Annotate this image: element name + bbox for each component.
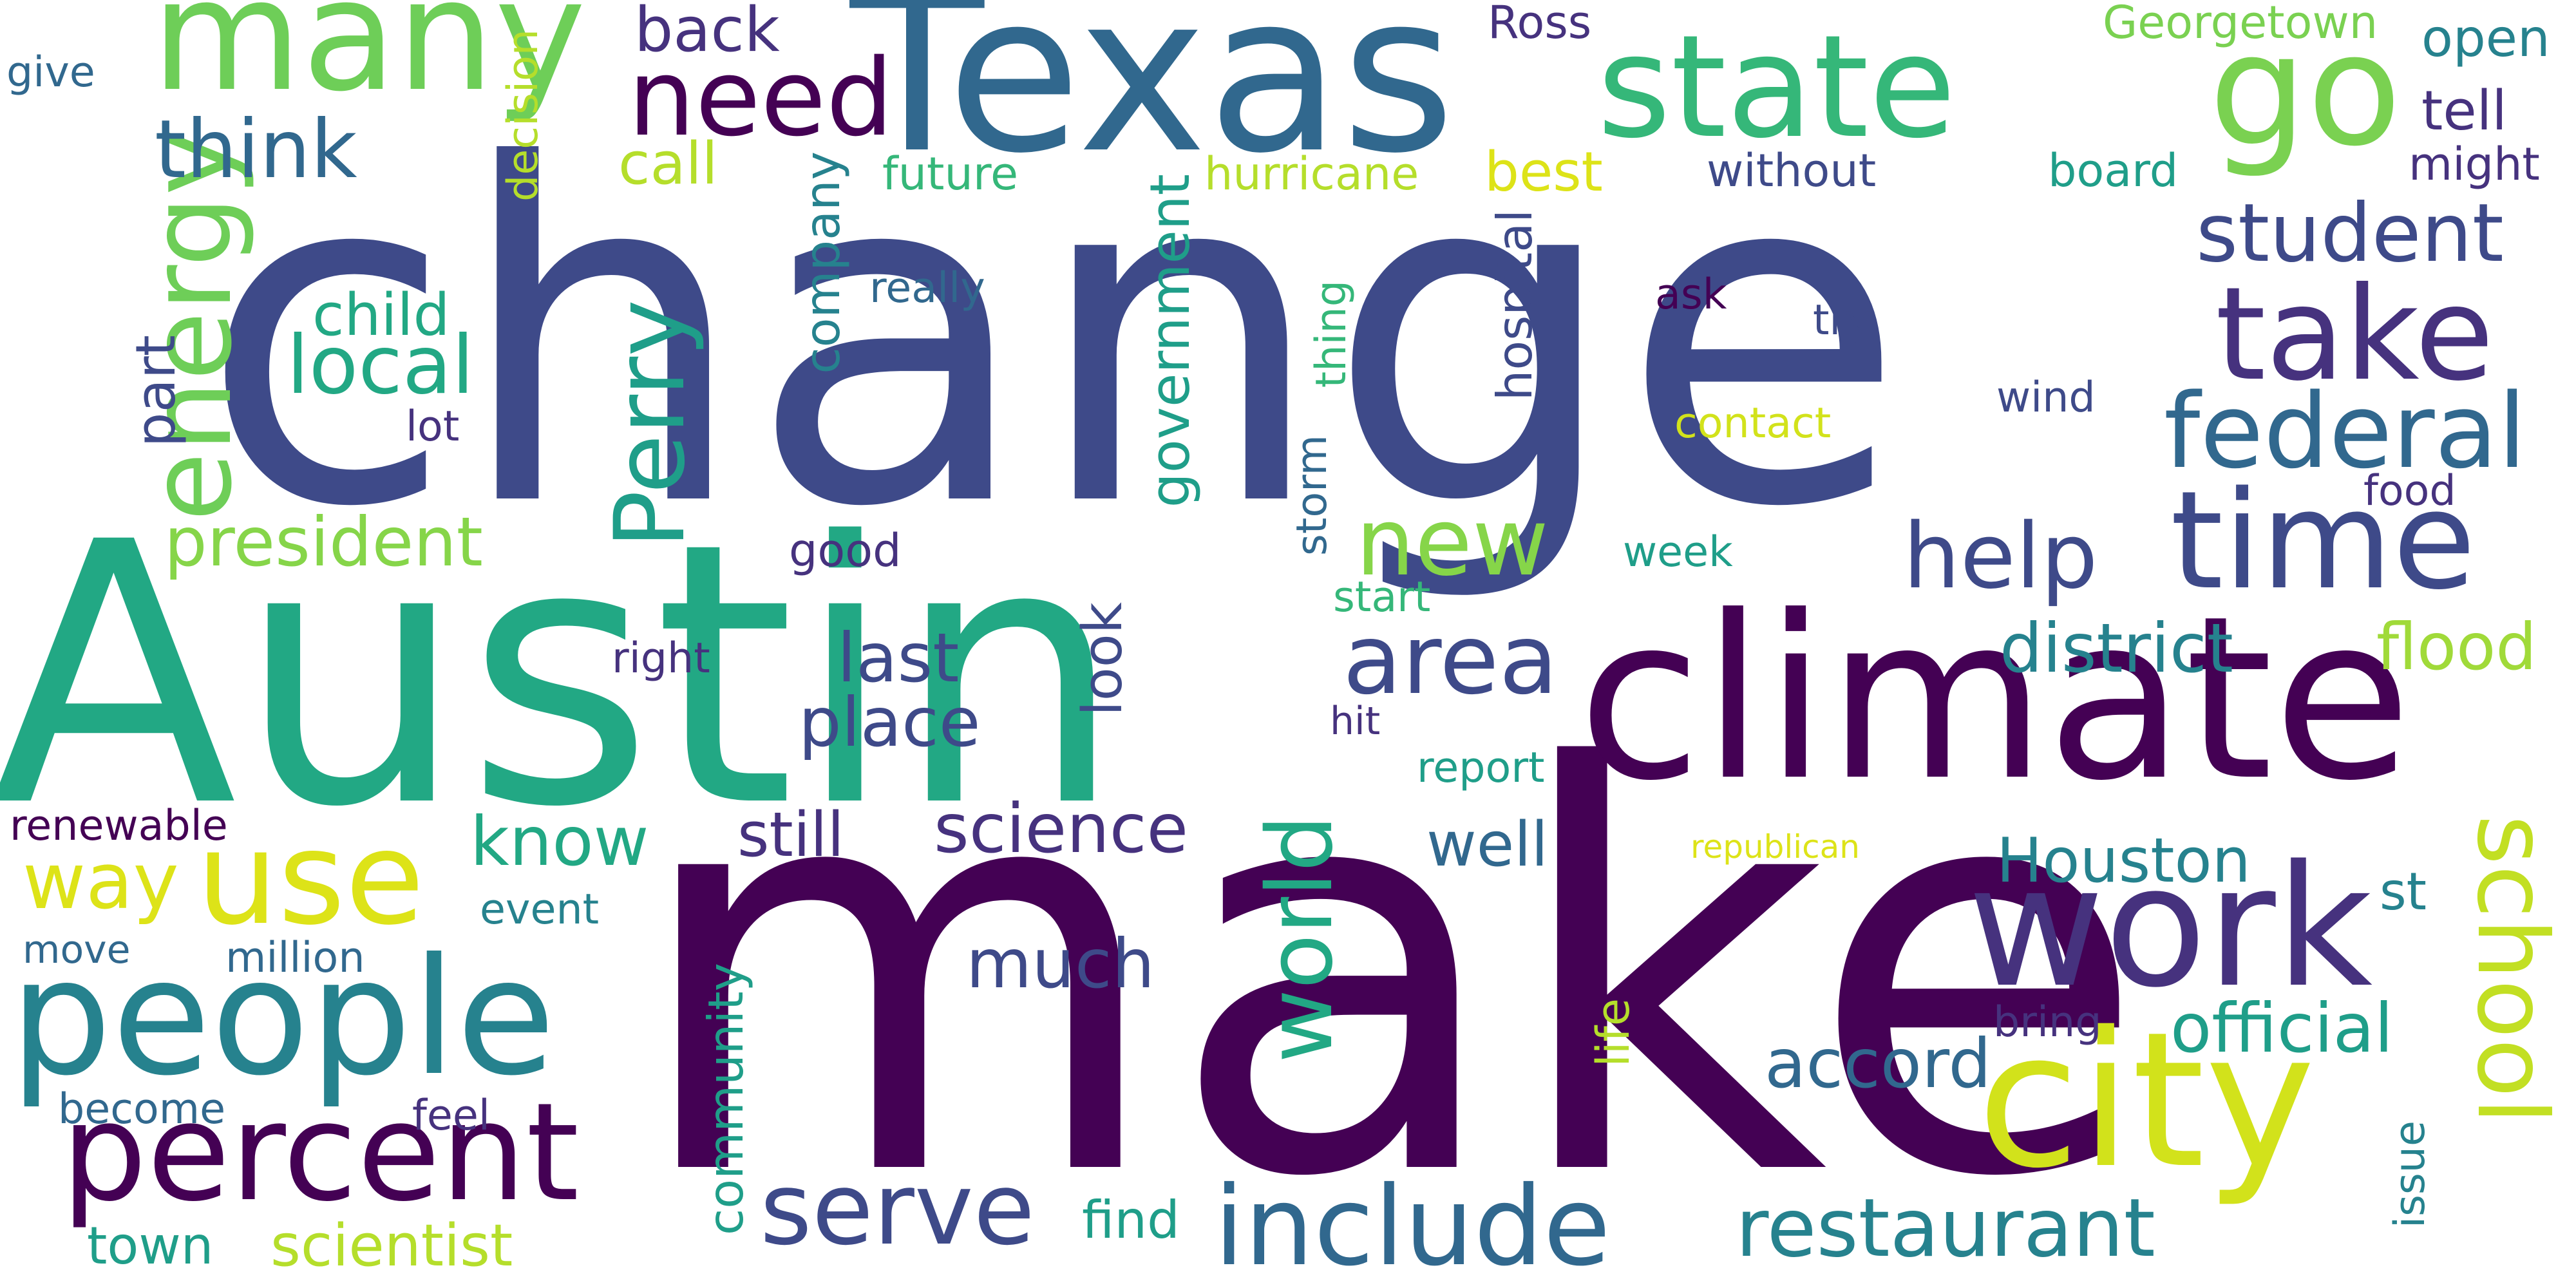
- word-help: help: [1903, 504, 2098, 609]
- word-ross: Ross: [1488, 0, 1592, 49]
- word-still: still: [737, 800, 844, 871]
- word-without: without: [1707, 144, 1877, 197]
- word-president: president: [164, 503, 483, 582]
- word-food: food: [2363, 467, 2456, 515]
- word-st: st: [2380, 862, 2427, 922]
- word-city: city: [1977, 992, 2316, 1209]
- word-find: find: [1082, 1190, 1180, 1250]
- word-hit: hit: [1330, 699, 1381, 744]
- word-texas: Texas: [850, 0, 1455, 202]
- word-federal: federal: [2164, 371, 2527, 491]
- word-ask: ask: [1655, 270, 1727, 319]
- word-school: school: [2456, 815, 2568, 1124]
- word-contact: contact: [1674, 399, 1832, 448]
- word-local: local: [287, 319, 475, 412]
- word-become: become: [58, 1085, 226, 1133]
- word-might: might: [2409, 138, 2540, 191]
- word-feel: feel: [412, 1092, 490, 1140]
- word-thing: thing: [1307, 280, 1356, 388]
- word-call: call: [618, 130, 718, 198]
- word-area: area: [1343, 604, 1558, 716]
- word-work: work: [1967, 830, 2373, 1025]
- word-include: include: [1214, 1163, 1611, 1288]
- word-week: week: [1623, 528, 1733, 576]
- word-district: district: [2000, 609, 2233, 688]
- word-austin: Austin: [0, 466, 1124, 886]
- word-good: good: [789, 524, 902, 577]
- word-hospital: hospital: [1486, 209, 1543, 401]
- word-go: go: [2209, 0, 2402, 180]
- word-hurricane: hurricane: [1204, 147, 1419, 200]
- word-perry: Perry: [594, 299, 706, 549]
- word-much: much: [966, 925, 1155, 1003]
- word-renewable: renewable: [10, 802, 228, 850]
- word-science: science: [934, 790, 1189, 868]
- word-event: event: [480, 886, 600, 934]
- word-houston: Houston: [1996, 826, 2251, 896]
- word-think: think: [155, 103, 357, 196]
- word-decision: decision: [499, 29, 547, 202]
- word-child: child: [312, 281, 450, 349]
- word-need: need: [628, 36, 894, 160]
- word-try: try: [1813, 296, 1871, 345]
- word-issue: issue: [2386, 1121, 2434, 1228]
- word-climate: climate: [1578, 567, 2412, 830]
- word-georgetown: Georgetown: [2103, 0, 2378, 49]
- word-storm: storm: [1288, 435, 1336, 556]
- word-give: give: [6, 48, 95, 97]
- word-change: change: [200, 68, 1906, 608]
- word-bring: bring: [1993, 998, 2102, 1046]
- word-wind: wind: [1996, 374, 2096, 422]
- word-future: future: [882, 147, 1019, 200]
- word-report: report: [1417, 744, 1545, 792]
- word-million: million: [225, 934, 365, 982]
- word-really: really: [869, 264, 985, 312]
- word-world: world: [1248, 815, 1353, 1063]
- word-official: official: [2170, 989, 2394, 1068]
- word-use: use: [196, 804, 425, 954]
- word-government: government: [1139, 174, 1202, 508]
- word-lot: lot: [406, 402, 460, 451]
- word-best: best: [1484, 140, 1603, 204]
- word-place: place: [799, 683, 981, 762]
- word-part: part: [124, 335, 188, 448]
- word-new: new: [1356, 488, 1549, 597]
- word-flood: flood: [2376, 609, 2537, 685]
- word-student: student: [2196, 187, 2504, 280]
- word-republican: republican: [1690, 828, 1860, 866]
- word-right: right: [612, 634, 710, 683]
- word-board: board: [2048, 144, 2179, 197]
- word-know: know: [470, 802, 649, 881]
- word-move: move: [23, 927, 131, 972]
- word-community: community: [697, 963, 754, 1235]
- word-way: way: [23, 837, 179, 927]
- word-company: company: [794, 151, 851, 374]
- word-many: many: [151, 0, 586, 126]
- word-percent: percent: [61, 1074, 580, 1231]
- word-tell: tell: [2421, 79, 2507, 143]
- word-people: people: [10, 923, 556, 1111]
- word-scientist: scientist: [270, 1212, 513, 1280]
- word-time: time: [2170, 462, 2476, 620]
- word-back: back: [634, 0, 780, 66]
- word-well: well: [1426, 810, 1548, 880]
- word-look: look: [1071, 602, 1135, 716]
- word-restaurant: restaurant: [1736, 1182, 2155, 1275]
- word-take: take: [2215, 260, 2494, 410]
- word-accord: accord: [1765, 1025, 1992, 1103]
- word-town: town: [87, 1216, 214, 1276]
- word-open: open: [2421, 8, 2550, 68]
- word-last: last: [837, 619, 960, 697]
- word-life: life: [1587, 998, 1640, 1067]
- word-serve: serve: [760, 1151, 1035, 1267]
- word-state: state: [1597, 5, 1956, 169]
- word-make: make: [628, 653, 2149, 1288]
- word-start: start: [1333, 573, 1431, 621]
